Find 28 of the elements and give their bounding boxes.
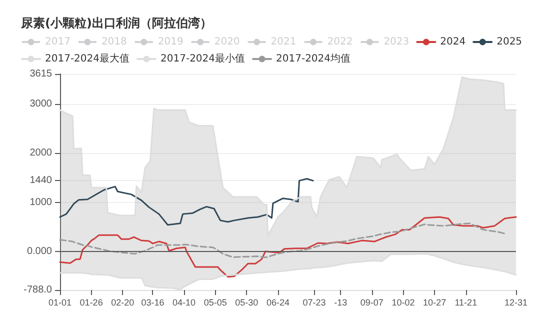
y-tick-label: 1440 [30,175,52,186]
legend-label: 2017-2024均值 [276,52,351,64]
x-tick-label: 12-31 [504,298,528,308]
x-tick-label: 09-07 [360,298,384,308]
x-tick-label: 05-30 [235,298,258,308]
y-tick-label: 2000 [30,148,52,159]
y-tick-label: 3615 [30,68,52,80]
chart-title: 尿素(小颗粒)出口利润（阿拉伯湾） [20,16,212,30]
x-tick-label: 04-10 [172,298,196,308]
legend-label: 2024 [440,36,466,48]
x-tick-label: 05-05 [204,298,227,308]
y-tick-label: 3000 [30,98,52,110]
y-tick-label: 1000 [30,196,52,208]
legend-label: 2017-2024最大值 [45,52,130,64]
x-tick-label: 02-20 [111,298,134,308]
y-tick-label: -788.0 [24,284,52,296]
x-tick-label: 10-02 [392,298,415,308]
x-tick-label: 03-16 [141,298,164,308]
x-tick-label: 06-24 [266,298,290,308]
legend-label: 2025 [496,36,522,48]
x-tick-label: -13 [334,298,348,308]
x-tick-label: 01-01 [48,298,72,308]
x-tick-label: 10-27 [423,298,446,308]
x-tick-label: 01-26 [80,298,103,308]
y-tick-label: 0.000 [26,246,52,257]
legend-label: 2017-2024最小值 [160,52,246,64]
x-tick-label: 07-23 [302,298,326,308]
x-tick-label: 11-21 [454,298,478,308]
